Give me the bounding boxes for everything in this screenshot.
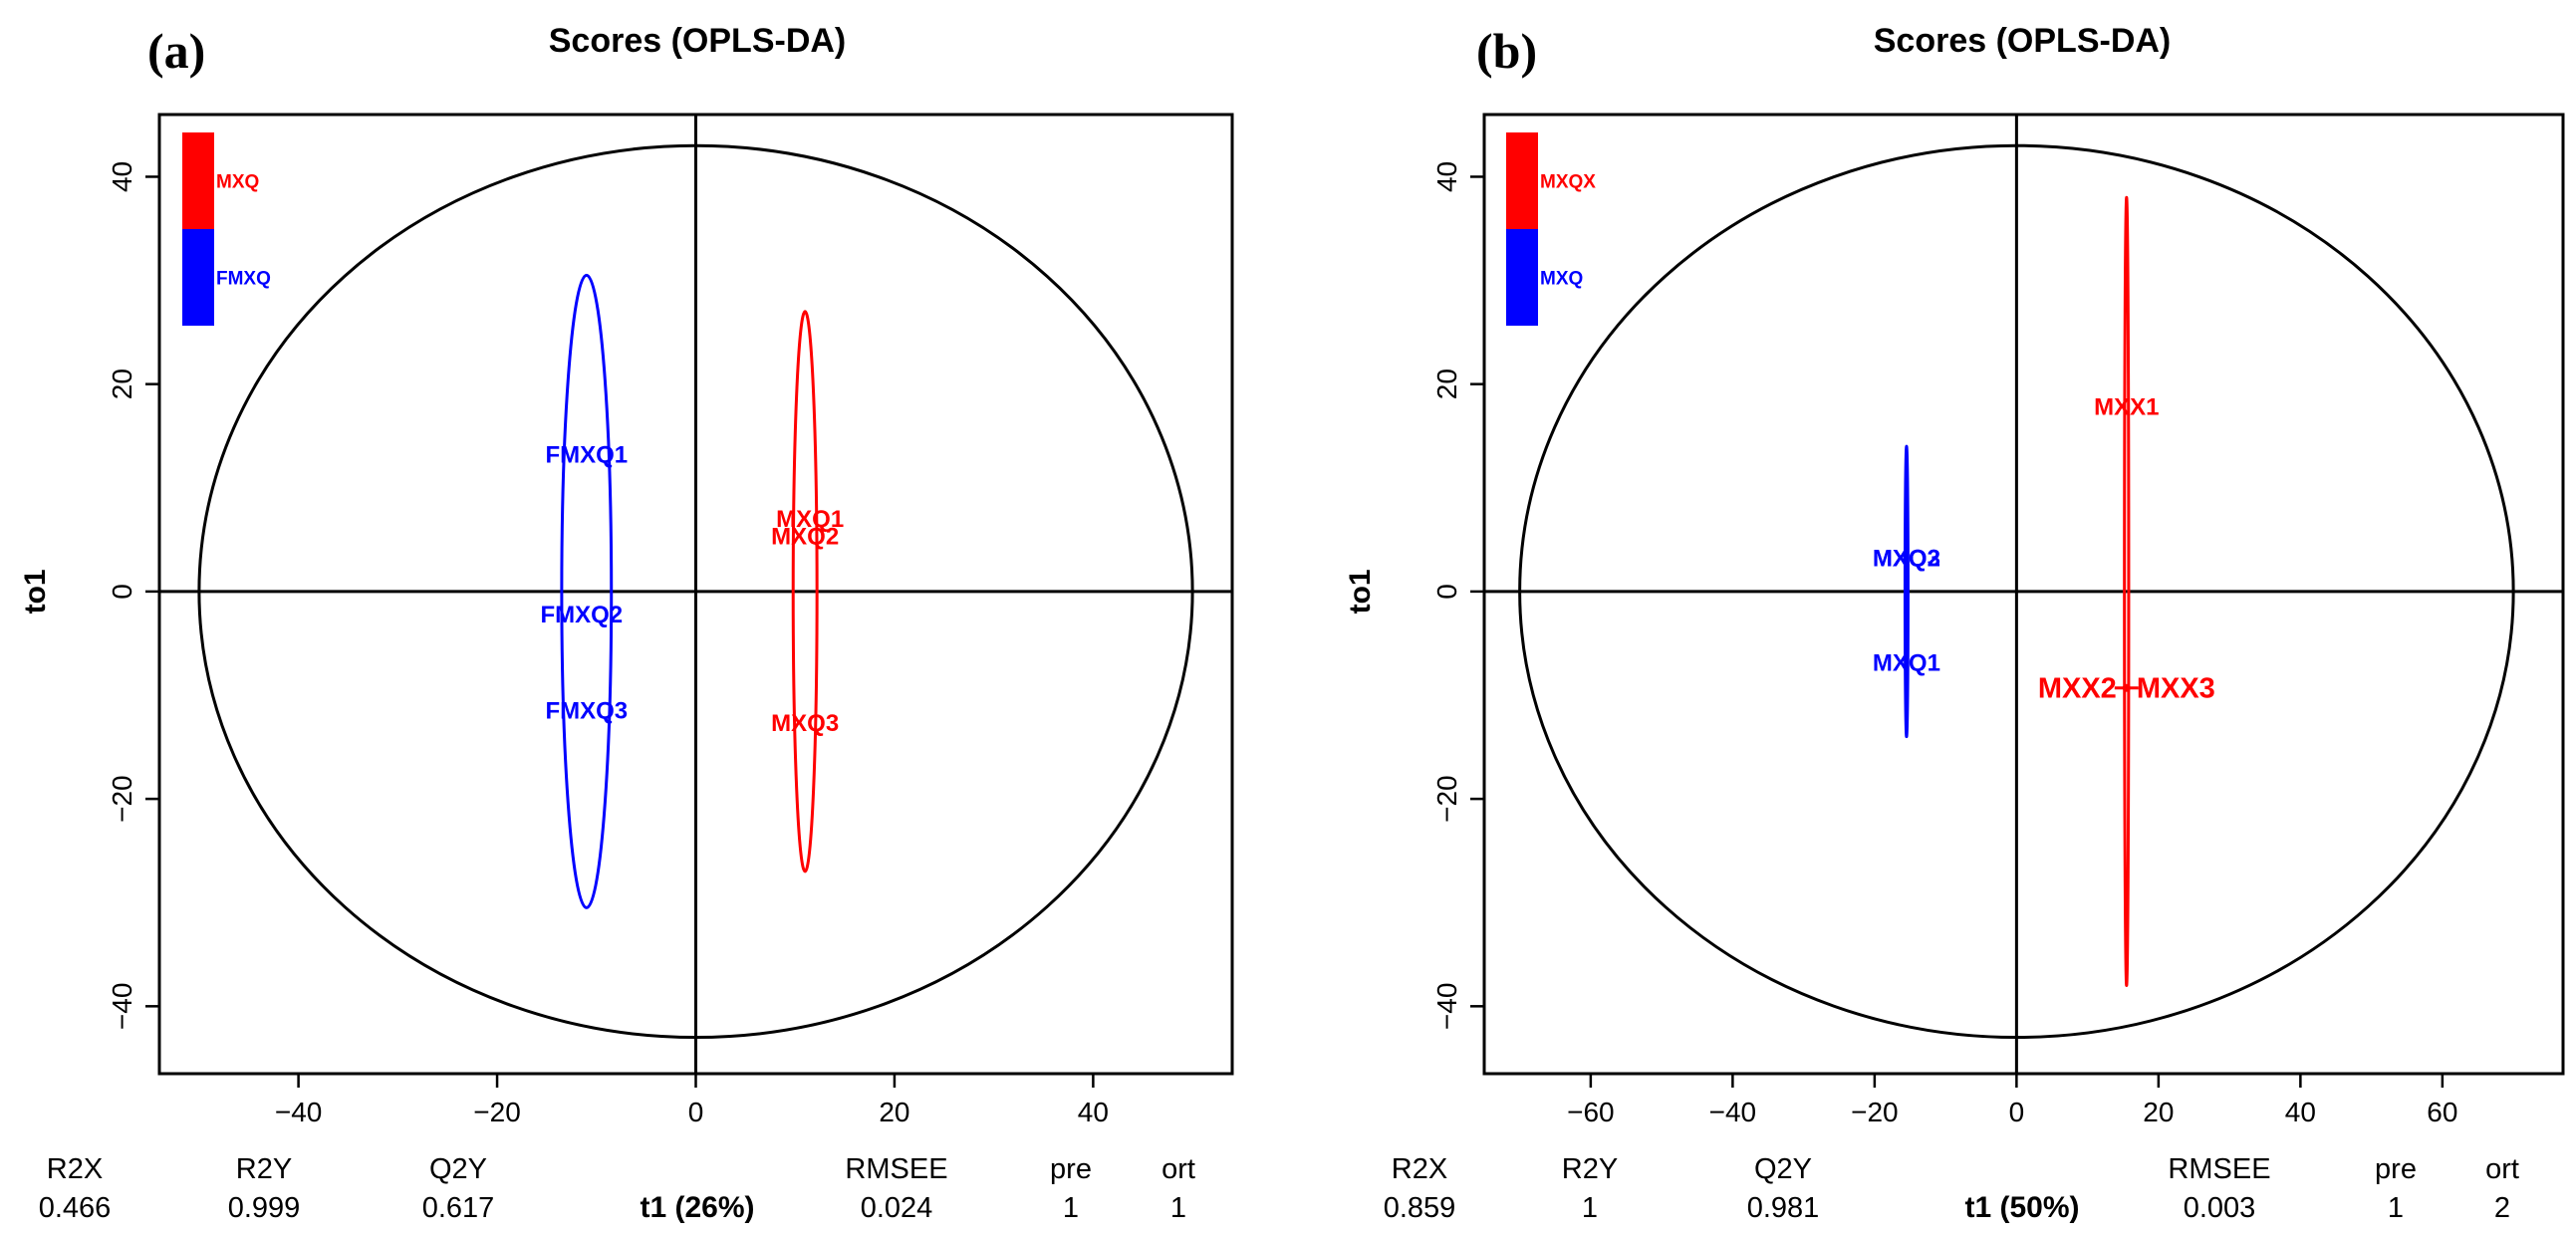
- point-label: MXQ3: [771, 710, 839, 737]
- y-axis-title: to1: [1344, 569, 1377, 614]
- stat-label: RMSEE: [845, 1153, 947, 1185]
- y-tick-label: 40: [107, 161, 137, 192]
- group-ellipse-mxq: [791, 310, 819, 873]
- point-label: MXX3: [2137, 673, 2215, 705]
- panel-tag: (a): [147, 23, 205, 79]
- y-tick-label: −40: [1431, 983, 1462, 1031]
- y-tick-label: 40: [1431, 161, 1462, 192]
- legend-label: FMXQ: [216, 269, 271, 290]
- point-label: MXQ1: [1873, 650, 1940, 677]
- legend-swatch: [1506, 229, 1538, 326]
- y-tick-label: 0: [1431, 584, 1462, 600]
- chart-panel-b: (b) Scores (OPLS-DA)−60 −40 −20 0 20 40 60−40−2…: [1344, 22, 2565, 1224]
- x-tick-label: −60: [1567, 1097, 1615, 1127]
- point-label: MXX2: [2038, 673, 2117, 705]
- panel-tag: (b): [1476, 23, 1537, 79]
- x-tick-label: −20: [473, 1097, 521, 1127]
- stat-value: 0.617: [422, 1192, 495, 1224]
- stat-value: 0.024: [861, 1192, 933, 1224]
- legend-label: MXQX: [1540, 172, 1596, 193]
- group-ellipse-fmxq: [560, 273, 614, 909]
- stat-value: 1: [2388, 1192, 2404, 1224]
- y-tick-label: −20: [107, 775, 137, 823]
- y-tick-label: 0: [107, 584, 137, 600]
- x-axis-title: t1 (26%): [640, 1191, 754, 1224]
- stat-value: 0.003: [2184, 1192, 2256, 1224]
- x-tick-label: 40: [2285, 1097, 2316, 1127]
- x-tick-label: 40: [1078, 1097, 1109, 1127]
- y-tick-label: 20: [1431, 369, 1462, 399]
- y-tick-label: 20: [107, 369, 137, 399]
- stat-label: R2Y: [1562, 1153, 1618, 1185]
- stat-value: 0.859: [1384, 1192, 1456, 1224]
- plot-frame: [1482, 113, 2565, 1076]
- stat-value: 1: [1170, 1192, 1186, 1224]
- stat-label: Q2Y: [1754, 1153, 1812, 1185]
- stat-label: pre: [1050, 1153, 1092, 1185]
- x-tick-label: −20: [1851, 1097, 1899, 1127]
- group-ellipse-mxq: [1903, 444, 1910, 739]
- chart-title: Scores (OPLS-DA): [549, 22, 847, 60]
- point-label: MXQ2: [1873, 546, 1940, 573]
- x-tick-label: 20: [879, 1097, 909, 1127]
- point-label: FMXQ2: [540, 602, 623, 628]
- stat-value: 2: [2494, 1192, 2510, 1224]
- group-ellipse-mxqx: [2123, 195, 2131, 988]
- stat-label: pre: [2375, 1153, 2417, 1185]
- x-tick-label: 0: [688, 1097, 704, 1127]
- point-label: FMXQ1: [545, 441, 628, 468]
- legend-label: MXQ: [216, 172, 259, 193]
- x-tick-label: −40: [1709, 1097, 1757, 1127]
- legend-swatch: [182, 132, 214, 229]
- x-tick-label: 20: [2143, 1097, 2174, 1127]
- chart-panel-a: (a) Scores (OPLS-DA) −40 −20 0 20 40 −40 −20 0 20 4…: [19, 22, 1234, 1224]
- stat-label: R2X: [47, 1153, 103, 1185]
- legend-swatch: [1506, 132, 1538, 229]
- stat-label: R2Y: [236, 1153, 292, 1185]
- stat-label: Q2Y: [429, 1153, 487, 1185]
- x-tick-label: 60: [2427, 1097, 2457, 1127]
- stat-label: ort: [2485, 1153, 2519, 1185]
- point-marker: [2122, 683, 2131, 692]
- point-label: MXQ3: [1873, 546, 1940, 573]
- stat-label: R2X: [1392, 1153, 1447, 1185]
- legend-swatch: [182, 229, 214, 326]
- x-tick-label: 0: [2009, 1097, 2025, 1127]
- point-label: FMXQ3: [545, 698, 628, 725]
- stat-label: ort: [1161, 1153, 1195, 1185]
- stat-value: 1: [1582, 1192, 1598, 1224]
- y-tick-label: −20: [1431, 775, 1462, 823]
- point-label: MXQ1: [776, 506, 844, 533]
- point-label: MXX1: [2094, 394, 2159, 421]
- stat-value: 0.999: [228, 1192, 301, 1224]
- chart-title: Scores (OPLS-DA): [1874, 22, 2172, 60]
- stat-value: 0.466: [39, 1192, 112, 1224]
- stat-label: RMSEE: [2168, 1153, 2270, 1185]
- point-label: MXQ2: [771, 524, 839, 551]
- x-axis-title: t1 (50%): [1964, 1191, 2079, 1224]
- legend-label: MXQ: [1540, 269, 1583, 290]
- stat-value: 0.981: [1747, 1192, 1820, 1224]
- y-axis-title: to1: [19, 569, 52, 614]
- stat-value: 1: [1063, 1192, 1079, 1224]
- y-tick-label: −40: [107, 983, 137, 1031]
- x-tick-label: −40: [275, 1097, 323, 1127]
